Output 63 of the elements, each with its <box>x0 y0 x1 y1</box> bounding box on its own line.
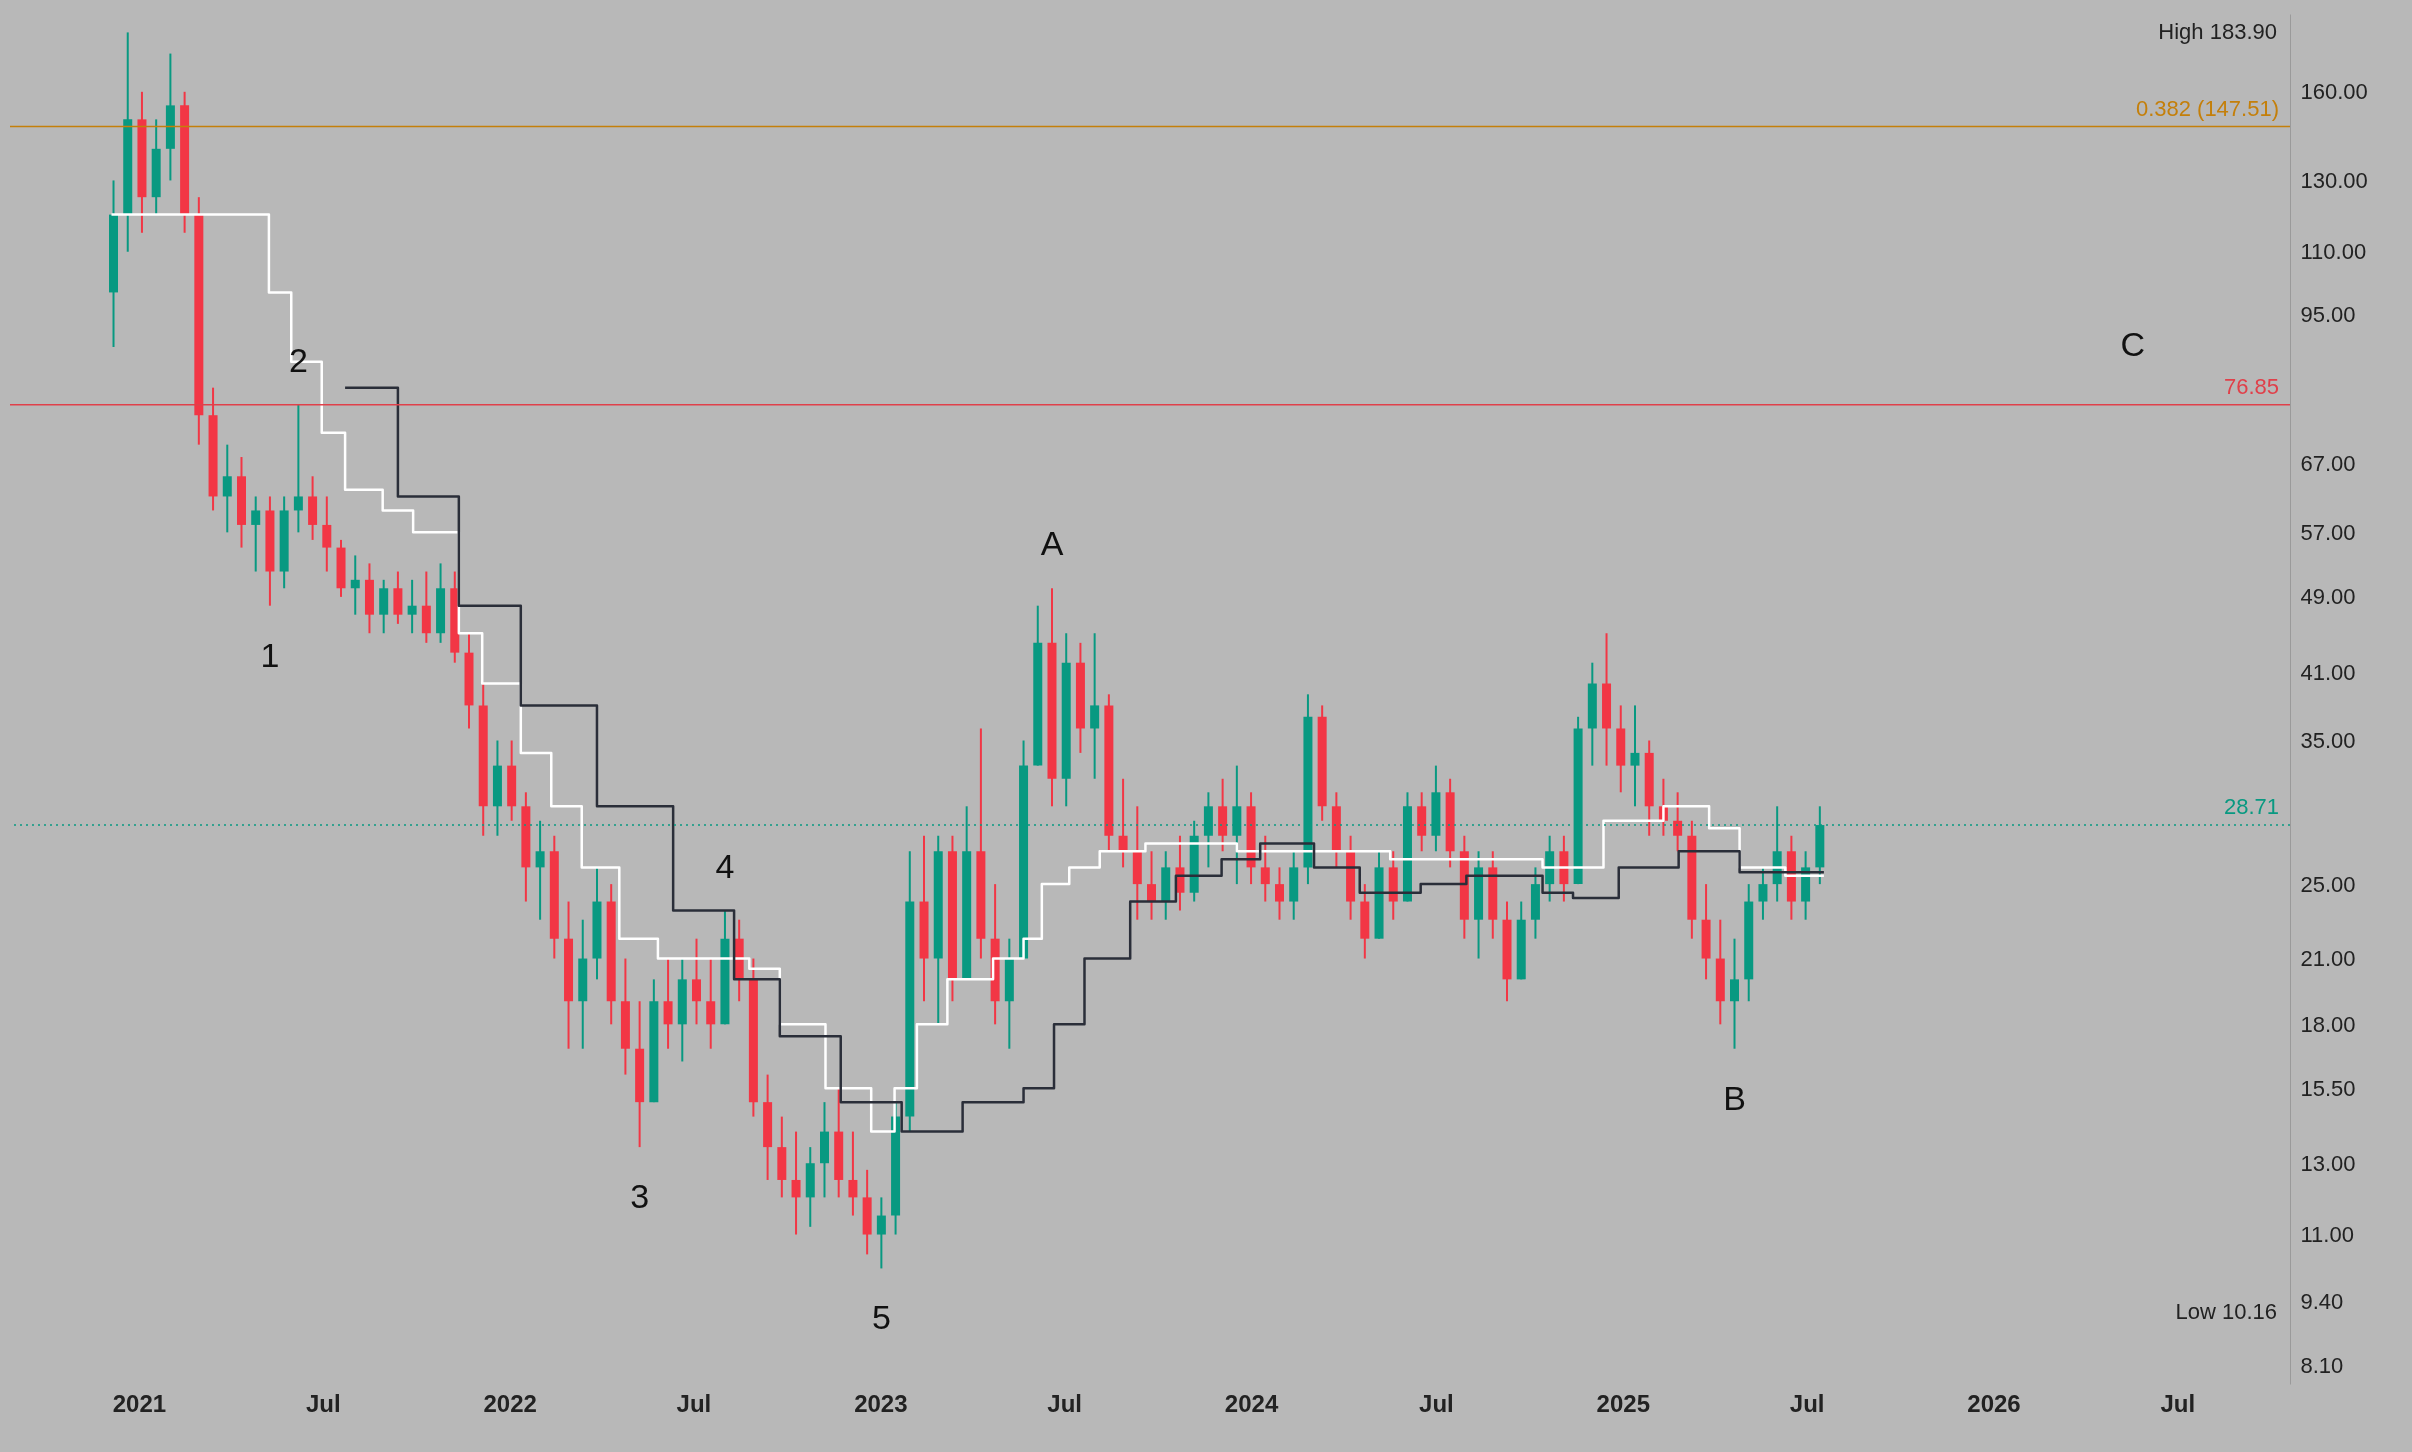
candlestick <box>848 1130 858 1217</box>
candlestick <box>663 957 673 1050</box>
y-tick-label: 130.00 <box>2300 167 2368 193</box>
candlestick <box>1260 834 1270 903</box>
y-tick-label: 67.00 <box>2300 450 2356 476</box>
ref-line-label: 76.85 <box>2223 373 2279 399</box>
y-tick-label: 13.00 <box>2300 1150 2356 1176</box>
x-tick-label: 2025 <box>1596 1389 1650 1417</box>
y-tick-label: 95.00 <box>2300 301 2356 327</box>
x-tick-label: Jul <box>1419 1389 1454 1417</box>
candlestick <box>251 495 261 573</box>
annotation: High 183.90 <box>2158 19 2277 44</box>
ref-line-label: 28.71 <box>2223 794 2279 820</box>
y-tick-label: 8.10 <box>2300 1352 2344 1378</box>
candlestick <box>706 957 716 1050</box>
y-tick-label: 18.00 <box>2300 1011 2356 1037</box>
candlestick <box>293 403 303 534</box>
y-tick-label: 41.00 <box>2300 660 2356 686</box>
x-tick-label: 2021 <box>112 1389 167 1417</box>
y-tick-label: 9.40 <box>2300 1289 2344 1315</box>
y-tick-label: 160.00 <box>2300 79 2368 105</box>
x-tick-label: 2023 <box>854 1389 908 1417</box>
candlestick <box>1090 632 1100 780</box>
candlestick <box>1630 704 1640 808</box>
candlestick <box>350 554 360 616</box>
annotation: C <box>2120 325 2145 363</box>
x-tick-label: 2022 <box>483 1389 537 1417</box>
y-tick-label: 11.00 <box>2300 1222 2354 1248</box>
x-tick-label: 2024 <box>1224 1389 1279 1417</box>
annotation: 5 <box>871 1298 891 1337</box>
x-tick-label: Jul <box>2160 1389 2196 1417</box>
candlestick <box>1118 777 1128 869</box>
candlestick <box>1730 937 1740 1050</box>
x-tick-label: Jul <box>1047 1389 1083 1417</box>
x-tick-label: Jul <box>676 1389 712 1417</box>
x-tick-label: 2026 <box>1967 1389 2021 1417</box>
candlestick <box>1147 850 1157 921</box>
candlestick <box>1275 866 1284 921</box>
annotation: 4 <box>715 846 735 885</box>
annotation: B <box>1723 1078 1746 1117</box>
ref-line-label: 0.382 (147.51) <box>2135 95 2279 121</box>
x-tick-label: Jul <box>305 1389 341 1417</box>
candlestick <box>876 1196 886 1270</box>
y-tick-label: 110.00 <box>2300 239 2367 265</box>
candlestick <box>322 495 332 573</box>
candlestick <box>222 443 232 534</box>
annotation: A <box>1040 524 1064 563</box>
y-tick-label: 21.00 <box>2300 946 2356 972</box>
candlestick <box>407 578 417 635</box>
annotation: 2 <box>288 340 308 379</box>
candlestick <box>791 1130 801 1236</box>
candlestick <box>1758 866 1768 921</box>
y-tick-label: 57.00 <box>2300 519 2356 545</box>
annotation: 1 <box>260 635 280 674</box>
y-tick-label: 49.00 <box>2300 584 2356 610</box>
candlestick <box>1673 791 1683 853</box>
annotation: Low 10.16 <box>2175 1299 2277 1324</box>
y-tick-label: 25.00 <box>2300 871 2356 897</box>
y-tick-label: 15.50 <box>2300 1075 2356 1101</box>
annotation: 3 <box>630 1177 650 1216</box>
y-tick-label: 35.00 <box>2300 728 2356 754</box>
candlestick <box>692 937 702 1026</box>
x-tick-label: Jul <box>1789 1389 1825 1417</box>
